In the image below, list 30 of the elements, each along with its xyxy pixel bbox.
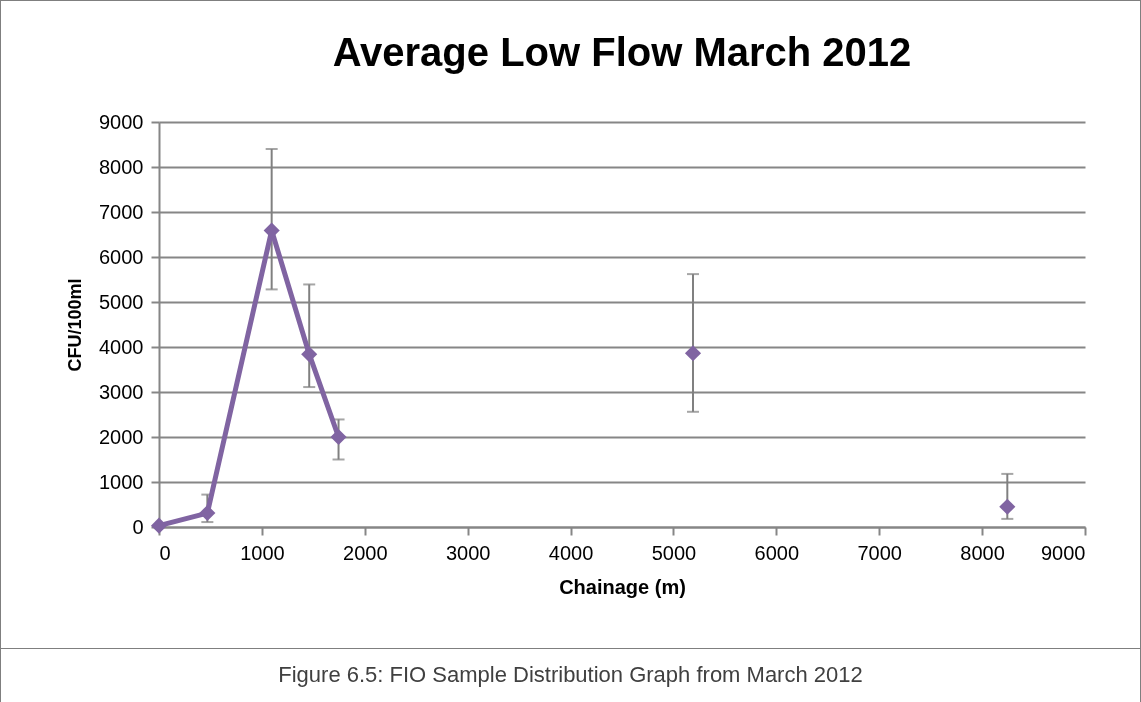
x-tick-label: 6000 — [754, 541, 800, 564]
y-tick-label: 1000 — [99, 470, 144, 493]
x-tick-label: 2000 — [343, 541, 388, 564]
y-axis-title: CFU/100ml — [65, 278, 86, 372]
point — [684, 345, 702, 362]
y-tick-label: 2000 — [99, 425, 144, 448]
y-tick-label: 6000 — [99, 245, 144, 268]
y-tick-label: 7000 — [99, 200, 144, 223]
point — [330, 428, 347, 446]
y-tick-label: 0 — [132, 515, 144, 538]
y-tick-label: 3000 — [99, 380, 144, 403]
point — [301, 346, 318, 363]
x-tick-label: 8000 — [960, 541, 1005, 564]
y-tick-label: 5000 — [99, 290, 144, 313]
point — [150, 517, 168, 534]
x-tick-label: 9000 — [1041, 541, 1086, 564]
x-tick-label: 1000 — [240, 541, 285, 564]
x-tick-label: 4000 — [548, 541, 594, 564]
x-tick-label: 3000 — [445, 541, 491, 564]
point — [999, 498, 1016, 515]
point — [199, 504, 216, 522]
x-axis-title: Chainage (m) — [559, 575, 686, 598]
chart-title: Average Low Flow March 2012 — [332, 30, 912, 74]
x-tick-label: 0 — [159, 541, 171, 564]
y-tick-label: 4000 — [99, 335, 144, 358]
y-tick-label: 9000 — [99, 110, 144, 133]
x-tick-label: 7000 — [857, 541, 902, 564]
x-tick-label: 5000 — [651, 541, 697, 564]
y-tick-label: 8000 — [99, 155, 144, 178]
caption: Figure 6.5: FIO Sample Distribution Graph from March 2012 — [0, 648, 1141, 702]
